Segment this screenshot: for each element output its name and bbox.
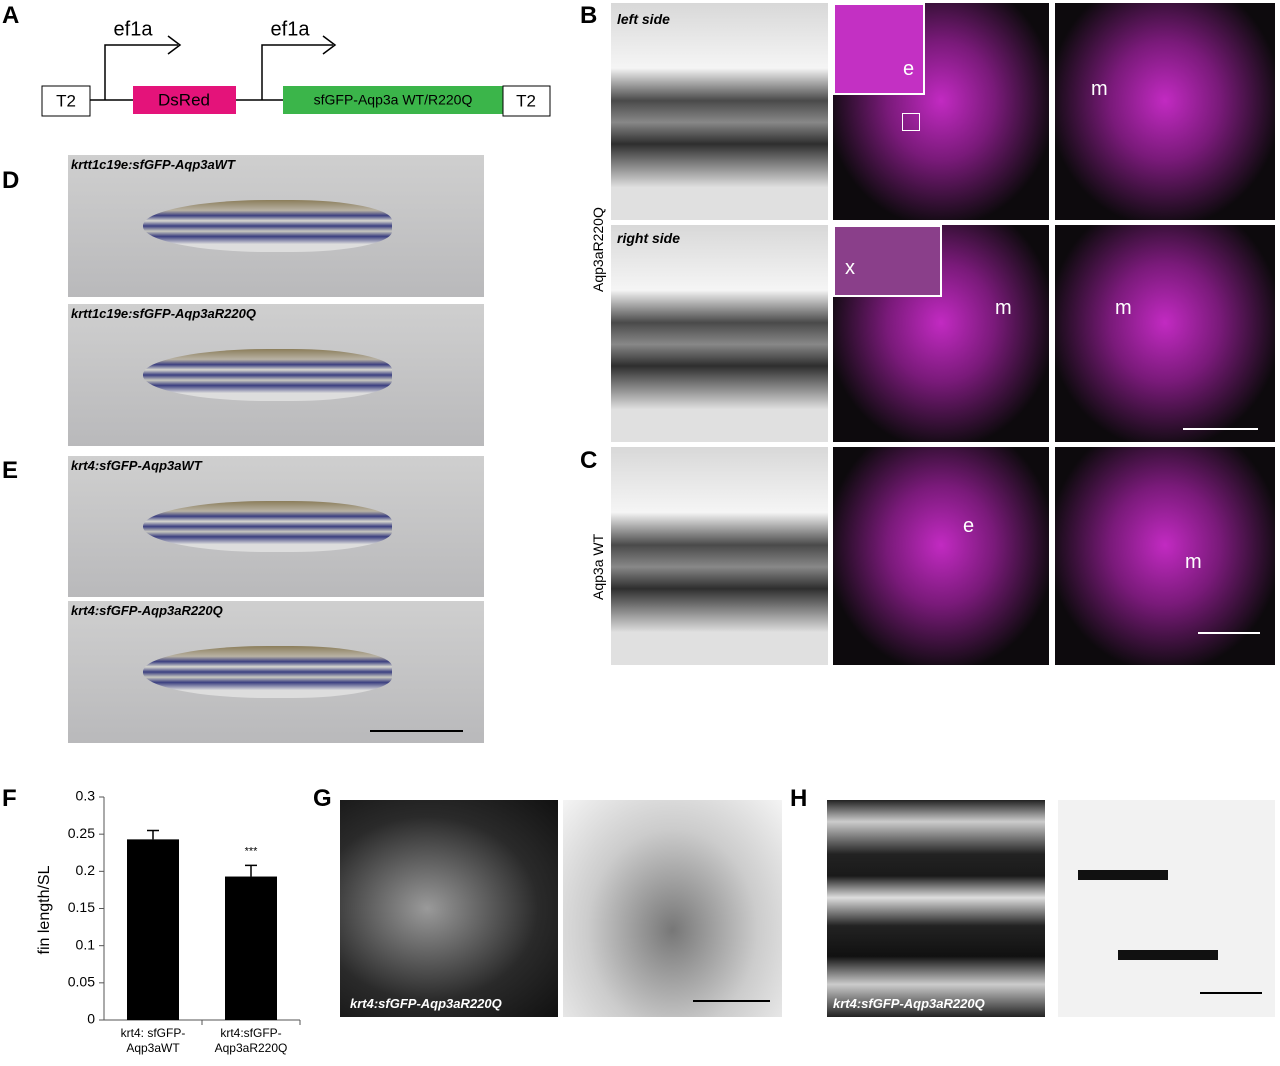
side-label: right side bbox=[617, 230, 681, 246]
annotation: e bbox=[963, 515, 975, 537]
brightfield-image: left side bbox=[611, 3, 828, 220]
tail-image: krt4:sfGFP-Aqp3aR220Q bbox=[340, 800, 558, 1017]
x-tick-label: krt4:sfGFP-Aqp3aR220Q bbox=[214, 1026, 288, 1055]
fish-photo: krtt1c19e:sfGFP-Aqp3aWT bbox=[68, 155, 484, 297]
error-bar bbox=[147, 829, 159, 840]
y-tick-label: 0.1 bbox=[76, 936, 96, 952]
annotation: x bbox=[845, 257, 855, 279]
panel-label: H bbox=[790, 785, 808, 812]
panel-label: E bbox=[2, 457, 19, 484]
fluorescence-image: x m bbox=[833, 225, 1049, 442]
promoter-label: ef1a bbox=[271, 18, 311, 40]
fish-photo: krt4:sfGFP-Aqp3aWT bbox=[68, 456, 484, 597]
significance-annotation: *** bbox=[245, 845, 259, 857]
annotation: m bbox=[1185, 551, 1202, 573]
side-label: left side bbox=[617, 11, 670, 27]
panel-label: F bbox=[2, 785, 17, 812]
caption: krtt1c19e:sfGFP-Aqp3aR220Q bbox=[71, 306, 256, 321]
caption: krt4:sfGFP-Aqp3aR220Q bbox=[350, 996, 502, 1011]
annotation: e bbox=[903, 58, 915, 80]
caption: krt4:sfGFP-Aqp3aR220Q bbox=[833, 996, 985, 1011]
construct-diagram: ef1a ef1a T2 DsRed sfGFP-Aqp3a WT/R220Q … bbox=[41, 18, 551, 117]
brightfield-image: right side bbox=[611, 225, 828, 442]
bar-chart: fin length/SL 0 0.05 0.1 0.15 0.2 0.25 0.3 *** bbox=[36, 788, 301, 1027]
caption: krtt1c19e:sfGFP-Aqp3aWT bbox=[71, 157, 235, 172]
y-tick-label: 0.15 bbox=[68, 899, 95, 915]
y-tick-label: 0.25 bbox=[68, 825, 95, 841]
fluorescence-image: m bbox=[1055, 3, 1275, 220]
skin-image: krt4:sfGFP-Aqp3aR220Q bbox=[827, 800, 1045, 1017]
row-label: Aqp3aR220Q bbox=[590, 207, 606, 292]
element-label: sfGFP-Aqp3a WT/R220Q bbox=[314, 92, 473, 108]
y-axis-label: fin length/SL bbox=[36, 865, 53, 954]
element-label: DsRed bbox=[158, 90, 210, 109]
skin-image bbox=[1058, 800, 1275, 1017]
element-label: T2 bbox=[516, 91, 536, 110]
annotation: m bbox=[995, 297, 1012, 319]
annotation: m bbox=[1091, 78, 1108, 100]
panel-label: B bbox=[580, 2, 598, 29]
bar bbox=[127, 839, 179, 1020]
fish-photo: krt4:sfGFP-Aqp3aR220Q bbox=[68, 601, 484, 743]
annotation: m bbox=[1115, 297, 1132, 319]
tail-image bbox=[563, 800, 782, 1017]
x-tick-label: krt4: sfGFP-Aqp3aWT bbox=[120, 1026, 186, 1055]
fluorescence-image: e bbox=[833, 447, 1049, 665]
error-bar bbox=[245, 864, 257, 877]
fish-photo: krtt1c19e:sfGFP-Aqp3aR220Q bbox=[68, 304, 484, 446]
y-tick-label: 0 bbox=[87, 1011, 95, 1027]
caption: krt4:sfGFP-Aqp3aWT bbox=[71, 458, 202, 473]
panel-label: A bbox=[2, 2, 20, 29]
fluorescence-image: m bbox=[1055, 225, 1275, 442]
brightfield-image bbox=[611, 447, 828, 665]
element-label: T2 bbox=[56, 91, 76, 110]
panel-label: D bbox=[2, 167, 20, 194]
y-tick-label: 0.05 bbox=[68, 974, 95, 990]
caption: krt4:sfGFP-Aqp3aR220Q bbox=[71, 603, 223, 618]
row-label: Aqp3a WT bbox=[590, 533, 606, 600]
fluorescence-image: e bbox=[833, 3, 1049, 220]
y-tick-label: 0.2 bbox=[76, 862, 96, 878]
panel-label: C bbox=[580, 447, 598, 474]
promoter-label: ef1a bbox=[114, 18, 154, 40]
fluorescence-image: m bbox=[1055, 447, 1275, 665]
y-tick-label: 0.3 bbox=[76, 788, 96, 804]
bar bbox=[225, 876, 277, 1020]
panel-label: G bbox=[313, 785, 332, 812]
